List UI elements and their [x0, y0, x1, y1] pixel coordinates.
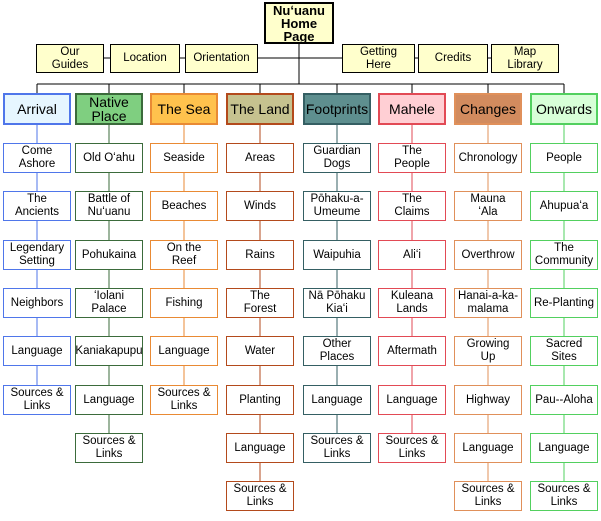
- page-box-kaniakapupu[interactable]: Kaniakapupu: [75, 336, 143, 366]
- home-page-box[interactable]: Nuʻuanu Home Page: [264, 2, 334, 44]
- page-box-sources-links[interactable]: Sources & Links: [378, 433, 446, 463]
- page-box-ahupua-a[interactable]: Ahupuaʻa: [530, 191, 598, 221]
- page-box-the-ancients[interactable]: The Ancients: [3, 191, 71, 221]
- page-box-areas[interactable]: Areas: [226, 143, 294, 173]
- page-box-the-claims[interactable]: The Claims: [378, 191, 446, 221]
- section-header-footprints[interactable]: Footprints: [303, 93, 371, 125]
- page-box-mauna-ala[interactable]: Mauna ʻAla: [454, 191, 522, 221]
- page-box-growing-up[interactable]: Growing Up: [454, 336, 522, 366]
- page-box-guardian-dogs[interactable]: Guardian Dogs: [303, 143, 371, 173]
- page-box-sources-links[interactable]: Sources & Links: [226, 481, 294, 511]
- page-box-rains[interactable]: Rains: [226, 240, 294, 270]
- page-box-winds[interactable]: Winds: [226, 191, 294, 221]
- section-header-mahele[interactable]: Mahele: [378, 93, 446, 125]
- page-box-language[interactable]: Language: [3, 336, 71, 366]
- nav-orientation[interactable]: Orientation: [185, 44, 258, 73]
- page-box-highway[interactable]: Highway: [454, 385, 522, 415]
- page-box-chronology[interactable]: Chronology: [454, 143, 522, 173]
- page-box-hanai-a-ka-malama[interactable]: Hanai-a-ka- malama: [454, 288, 522, 318]
- nav-location[interactable]: Location: [110, 44, 180, 73]
- page-box-language[interactable]: Language: [530, 433, 598, 463]
- page-box-sources-links[interactable]: Sources & Links: [303, 433, 371, 463]
- page-box-sources-links[interactable]: Sources & Links: [530, 481, 598, 511]
- page-box-neighbors[interactable]: Neighbors: [3, 288, 71, 318]
- page-box-beaches[interactable]: Beaches: [150, 191, 218, 221]
- page-box-on-the-reef[interactable]: On the Reef: [150, 240, 218, 270]
- page-box-the-community[interactable]: The Community: [530, 240, 598, 270]
- page-box-aftermath[interactable]: Aftermath: [378, 336, 446, 366]
- page-box-ali-i[interactable]: Aliʻi: [378, 240, 446, 270]
- page-box-come-ashore[interactable]: Come Ashore: [3, 143, 71, 173]
- page-box-fishing[interactable]: Fishing: [150, 288, 218, 318]
- page-box-planting[interactable]: Planting: [226, 385, 294, 415]
- section-header-native-place[interactable]: Native Place: [75, 93, 143, 125]
- page-box-water[interactable]: Water: [226, 336, 294, 366]
- page-box-sources-links[interactable]: Sources & Links: [150, 385, 218, 415]
- page-box-pohukaina[interactable]: Pohukaina: [75, 240, 143, 270]
- nav-map-library[interactable]: Map Library: [491, 44, 559, 73]
- page-box-waipuhia[interactable]: Waipuhia: [303, 240, 371, 270]
- section-header-arrival[interactable]: Arrival: [3, 93, 71, 125]
- page-box-other-places[interactable]: Other Places: [303, 336, 371, 366]
- page-box-legendary-setting[interactable]: Legendary Setting: [3, 240, 71, 270]
- page-box-pau-aloha[interactable]: Pau--Aloha: [530, 385, 598, 415]
- page-box-sources-links[interactable]: Sources & Links: [454, 481, 522, 511]
- page-box-language[interactable]: Language: [150, 336, 218, 366]
- page-box-language[interactable]: Language: [454, 433, 522, 463]
- page-box-language[interactable]: Language: [378, 385, 446, 415]
- section-header-the-land[interactable]: The Land: [226, 93, 294, 125]
- page-box-language[interactable]: Language: [303, 385, 371, 415]
- page-box-the-people[interactable]: The People: [378, 143, 446, 173]
- nav-our-guides[interactable]: Our Guides: [36, 44, 104, 73]
- page-box-language[interactable]: Language: [75, 385, 143, 415]
- page-box-iolani-palace[interactable]: ʻIolani Palace: [75, 288, 143, 318]
- page-box-the-forest[interactable]: The Forest: [226, 288, 294, 318]
- nav-getting-here[interactable]: Getting Here: [342, 44, 415, 73]
- section-header-onwards[interactable]: Onwards: [530, 93, 598, 125]
- page-box-language[interactable]: Language: [226, 433, 294, 463]
- section-header-the-sea[interactable]: The Sea: [150, 93, 218, 125]
- nav-credits[interactable]: Credits: [418, 44, 488, 73]
- page-box-overthrow[interactable]: Overthrow: [454, 240, 522, 270]
- section-header-changes[interactable]: Changes: [454, 93, 522, 125]
- page-box-old-o-ahu[interactable]: Old Oʻahu: [75, 143, 143, 173]
- page-box-battle-of-nu-uanu[interactable]: Battle of Nuʻuanu: [75, 191, 143, 221]
- page-box-p-haku-a-umeume[interactable]: Pōhaku-a- Umeume: [303, 191, 371, 221]
- page-box-sources-links[interactable]: Sources & Links: [75, 433, 143, 463]
- page-box-kuleana-lands[interactable]: Kuleana Lands: [378, 288, 446, 318]
- page-box-n-p-haku-kia-i[interactable]: Nā Pōhaku Kiaʻi: [303, 288, 371, 318]
- page-box-seaside[interactable]: Seaside: [150, 143, 218, 173]
- page-box-people[interactable]: People: [530, 143, 598, 173]
- page-box-re-planting[interactable]: Re-Planting: [530, 288, 598, 318]
- page-box-sources-links[interactable]: Sources & Links: [3, 385, 71, 415]
- page-box-sacred-sites[interactable]: Sacred Sites: [530, 336, 598, 366]
